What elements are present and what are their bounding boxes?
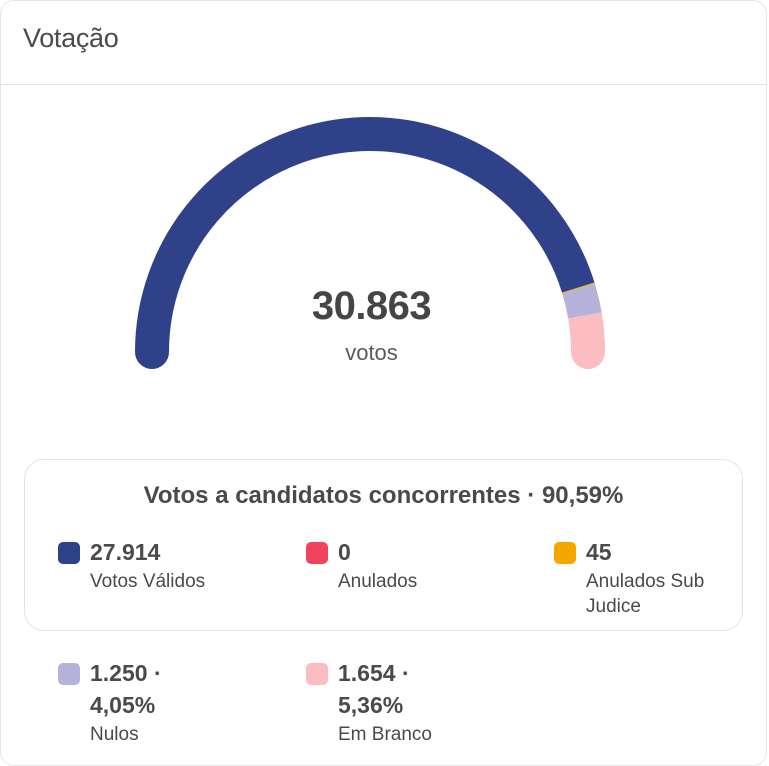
gauge-segment-validos [135, 117, 595, 353]
valid-votes-value: 27.914 [90, 539, 161, 565]
null-votes-percent: 4,05% [90, 692, 156, 718]
null-votes-label: Nulos [90, 724, 139, 745]
valid-votes-swatch [58, 542, 80, 564]
gauge-cap-end [571, 335, 605, 369]
gauge-segment-nulos [562, 283, 602, 319]
card-title: Votação [23, 23, 119, 53]
legend-blank-votes: 1.654 · 5,36% Em Branco [306, 659, 506, 749]
null-votes-swatch [58, 663, 80, 685]
total-votes-unit: votos [345, 340, 398, 365]
sub-judice-value: 45 [586, 539, 612, 565]
sub-judice-swatch [554, 542, 576, 564]
null-votes-count: 1.250 · [90, 660, 162, 686]
annulled-label: Anulados [338, 571, 418, 592]
total-votes: 30.863 [311, 284, 432, 328]
legend-valid-votes: 27.914 Votos Válidos [58, 538, 288, 598]
legend-annulled-sub-judice: 45 Anulados Sub Judice [554, 538, 724, 618]
blank-votes-label: Em Branco [338, 724, 432, 745]
candidates-votes-box: Votos a candidatos concorrentes · 90,59%… [24, 459, 743, 631]
sub-judice-label: Anulados Sub Judice [586, 571, 705, 617]
blank-votes-swatch [306, 663, 328, 685]
blank-votes-percent: 5,36% [338, 692, 404, 718]
annulled-swatch [306, 542, 328, 564]
card-header: Votação [1, 1, 766, 85]
candidates-votes-title: Votos a candidatos concorrentes · 90,59% [143, 482, 624, 509]
gauge-chart [135, 117, 605, 369]
legend-annulled: 0 Anulados [306, 538, 536, 598]
legend-null-votes: 1.250 · 4,05% Nulos [58, 659, 258, 749]
annulled-value: 0 [338, 539, 351, 565]
valid-votes-label: Votos Válidos [90, 571, 206, 592]
blank-votes-count: 1.654 · [338, 660, 410, 686]
gauge-cap-start [135, 335, 169, 369]
votes-gauge: 30.863 votos [1, 86, 768, 406]
